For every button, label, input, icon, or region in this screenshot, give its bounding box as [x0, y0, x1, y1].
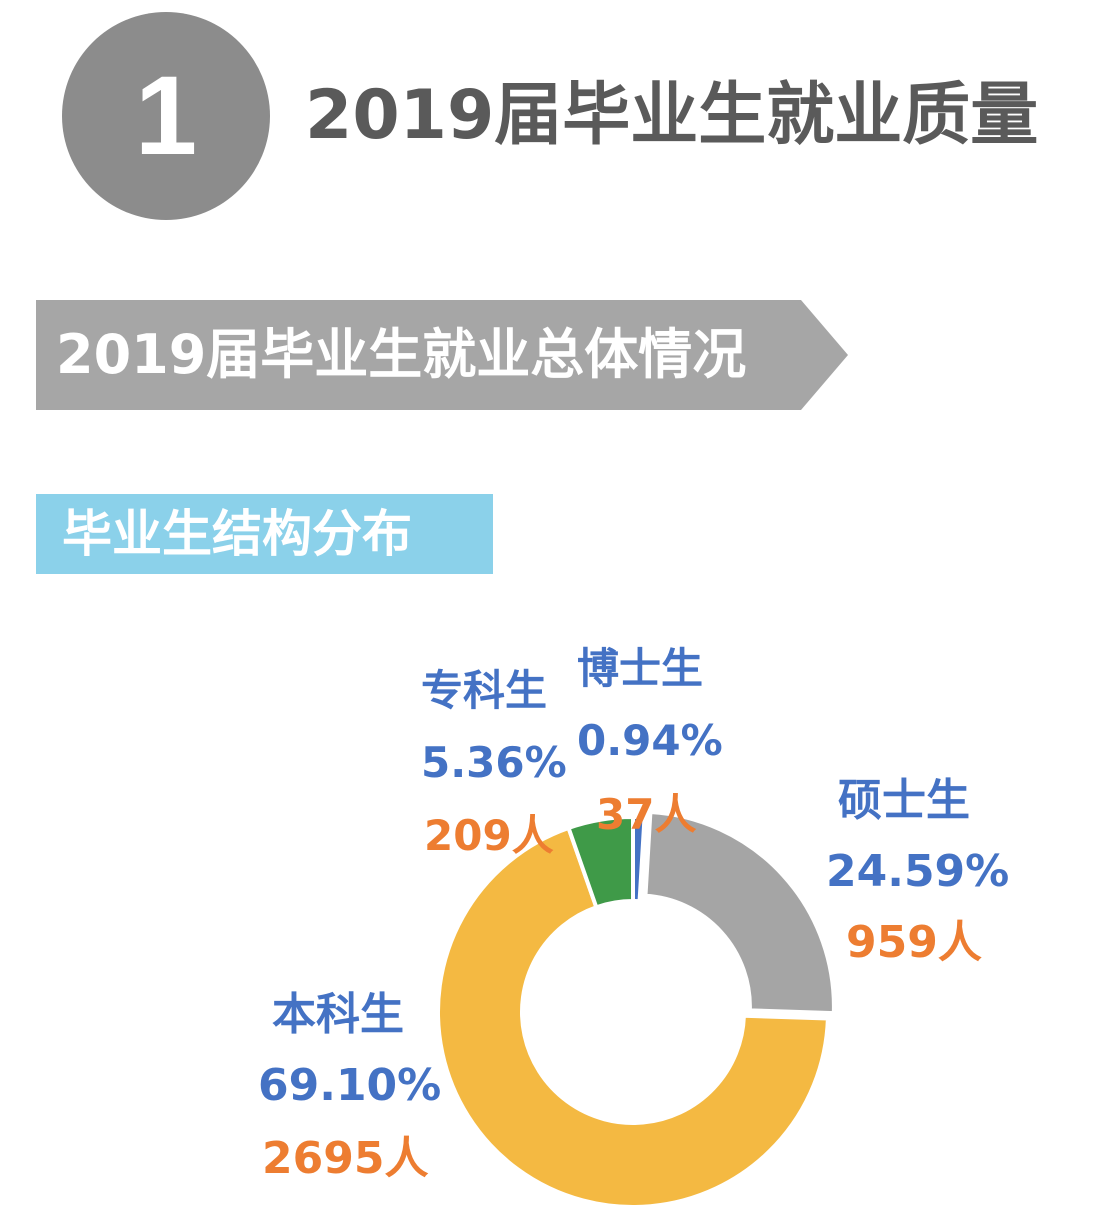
label-bachelor-count: 2695人: [262, 1133, 429, 1184]
label-bachelor-name: 本科生: [272, 989, 404, 1040]
overview-banner: [36, 300, 848, 410]
label-associate-name: 专科生: [421, 666, 548, 715]
label-master-percent: 24.59%: [826, 846, 1010, 897]
donut-slice-associate: [566, 814, 635, 910]
donut-slice-master: [643, 809, 836, 1016]
label-bachelor-percent: 69.10%: [258, 1060, 442, 1111]
label-master-count: 959人: [846, 917, 982, 968]
label-master-name: 硕士生: [838, 775, 970, 826]
section-number: 1: [134, 53, 198, 178]
overview-banner-title: 2019届毕业生就业总体情况: [56, 323, 747, 386]
label-associate-count: 209人: [424, 811, 554, 860]
label-phd-name: 博士生: [577, 644, 704, 693]
section-number-badge: 1: [62, 12, 270, 220]
label-associate-percent: 5.36%: [421, 738, 567, 787]
donut-slice-bachelor: [436, 825, 830, 1209]
label-phd-percent: 0.94%: [577, 716, 723, 765]
structure-section-title: 毕业生结构分布: [62, 505, 412, 563]
structure-section-banner: [36, 494, 493, 574]
label-phd-count: 37人: [596, 790, 697, 839]
page-title: 2019届毕业生就业质量: [305, 76, 1039, 155]
